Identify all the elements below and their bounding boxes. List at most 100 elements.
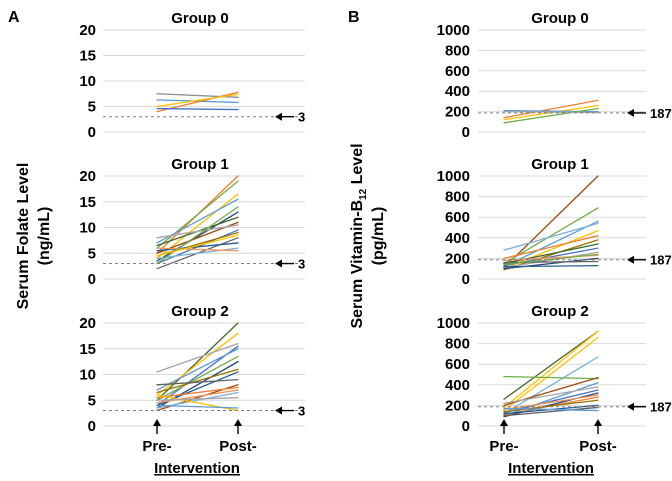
panel-b-ylabel-line1: Serum Vitamin-B12 Level: [349, 143, 369, 328]
y-tick-label: 0: [88, 418, 96, 435]
y-tick-label: 20: [79, 22, 96, 39]
y-tick-label: 5: [88, 245, 96, 262]
chart-title: Group 2: [531, 303, 589, 320]
chart-b-3: Group 0 0 200 400 600 800 1000 187: [437, 10, 672, 141]
reference-arrow-head: [627, 402, 634, 411]
series-line-16: [503, 407, 599, 412]
y-tick-label: 200: [445, 397, 470, 414]
y-tick-label: 15: [79, 341, 96, 358]
series-line-3: [503, 336, 599, 412]
series-line-14: [156, 247, 239, 252]
series-line-4: [156, 93, 239, 108]
reference-arrow-head: [275, 112, 282, 121]
series-line-2: [156, 99, 239, 104]
y-tick-label: 600: [445, 356, 470, 373]
series-line-1: [503, 330, 599, 400]
reference-arrow-head: [627, 255, 634, 264]
y-tick-label: 600: [445, 209, 470, 226]
y-tick-label: 10: [79, 73, 96, 90]
series-line-15: [156, 206, 239, 265]
x-label-post-a: Post-: [219, 438, 257, 455]
y-tick-label: 20: [79, 168, 96, 185]
series-line-12: [156, 242, 239, 252]
series-line-5: [156, 107, 239, 111]
chart-title: Group 0: [531, 10, 589, 27]
y-tick-label: 5: [88, 392, 96, 409]
timepoint-arrow-head: [594, 419, 602, 426]
y-tick-label: 1000: [437, 168, 470, 185]
y-tick-label: 800: [445, 336, 470, 353]
x-label-post-b: Post-: [579, 438, 617, 455]
y-tick-label: 15: [79, 48, 96, 65]
x-label-pre-b: Pre-: [489, 438, 518, 455]
series-line-17: [156, 397, 239, 401]
chart-a-2: Group 2 0 5 10 15 20 3: [79, 303, 305, 435]
chart-a-0: Group 0 0 5 10 15 20 3: [79, 10, 305, 141]
series-line-8: [156, 224, 239, 239]
panel-a-ylabel: Serum Folate Level (ng/mL): [15, 163, 53, 310]
y-tick-label: 15: [79, 194, 96, 211]
reference-label: 3: [298, 257, 305, 272]
panel-b-ylabel-subscript: 12: [358, 188, 369, 200]
y-tick-label: 0: [462, 271, 470, 288]
y-tick-label: 800: [445, 189, 470, 206]
series-line-2: [156, 180, 239, 249]
y-tick-label: 800: [445, 42, 470, 59]
reference-label: 187: [650, 106, 672, 121]
series-line-16: [156, 404, 239, 409]
series-line-3: [156, 342, 239, 373]
reference-arrow-head: [275, 406, 282, 415]
y-tick-label: 400: [445, 230, 470, 247]
charts-layer: Group 0 0 5 10 15 20 3 Group 1 0 5 10 15 20 3 Group 2 0…: [79, 10, 671, 435]
timepoint-arrow-head: [500, 419, 508, 426]
y-tick-label: 200: [445, 104, 470, 121]
y-tick-label: 1000: [437, 315, 470, 332]
series-line-4: [503, 356, 599, 415]
series-line-12: [156, 386, 239, 399]
series-line-13: [156, 389, 239, 404]
chart-a-1: Group 1 0 5 10 15 20 3: [79, 156, 305, 288]
chart-title: Group 0: [171, 10, 229, 27]
series-line-2: [503, 330, 599, 409]
y-tick-label: 0: [462, 124, 470, 141]
y-tick-label: 400: [445, 83, 470, 100]
y-tick-label: 10: [79, 367, 96, 384]
reference-arrow-head: [275, 259, 282, 268]
panel-a-letter: A: [8, 9, 20, 26]
reference-label: 187: [650, 400, 672, 415]
x-title-a: Intervention: [154, 460, 240, 477]
y-tick-label: 0: [88, 271, 96, 288]
panel-a-ylabel-line2: (ng/mL): [36, 207, 53, 266]
series-line-1: [156, 322, 239, 401]
panel-b-ylabel-tail: Level: [349, 143, 366, 188]
series-line-14: [503, 264, 599, 268]
x-title-b: Intervention: [508, 460, 594, 477]
reference-label: 3: [298, 404, 305, 419]
x-label-pre-a: Pre-: [142, 438, 171, 455]
y-tick-label: 400: [445, 377, 470, 394]
chart-title: Group 1: [171, 156, 229, 173]
y-tick-label: 10: [79, 220, 96, 237]
y-tick-label: 1000: [437, 22, 470, 39]
panel-a-ylabel-line1: Serum Folate Level: [15, 163, 32, 310]
x-axis-a: Pre- Post- Intervention: [142, 438, 256, 477]
y-tick-label: 0: [88, 124, 96, 141]
y-tick-label: 0: [462, 418, 470, 435]
series-line-13: [503, 260, 599, 264]
series-line-13: [503, 399, 599, 413]
y-tick-label: 600: [445, 63, 470, 80]
timepoint-arrow-head: [234, 419, 242, 426]
series-line-4: [503, 107, 599, 124]
chart-title: Group 2: [171, 303, 229, 320]
series-line-10: [156, 378, 239, 386]
series-line-6: [156, 355, 239, 401]
panel-b-letter: B: [348, 9, 360, 26]
series-line-15: [503, 406, 599, 417]
reference-label: 3: [298, 110, 305, 125]
x-axis-b: Pre- Post- Intervention: [489, 438, 616, 477]
y-tick-label: 200: [445, 250, 470, 267]
timepoint-arrow-head: [153, 419, 161, 426]
series-line-16: [156, 234, 239, 257]
series-line-1: [503, 99, 599, 119]
